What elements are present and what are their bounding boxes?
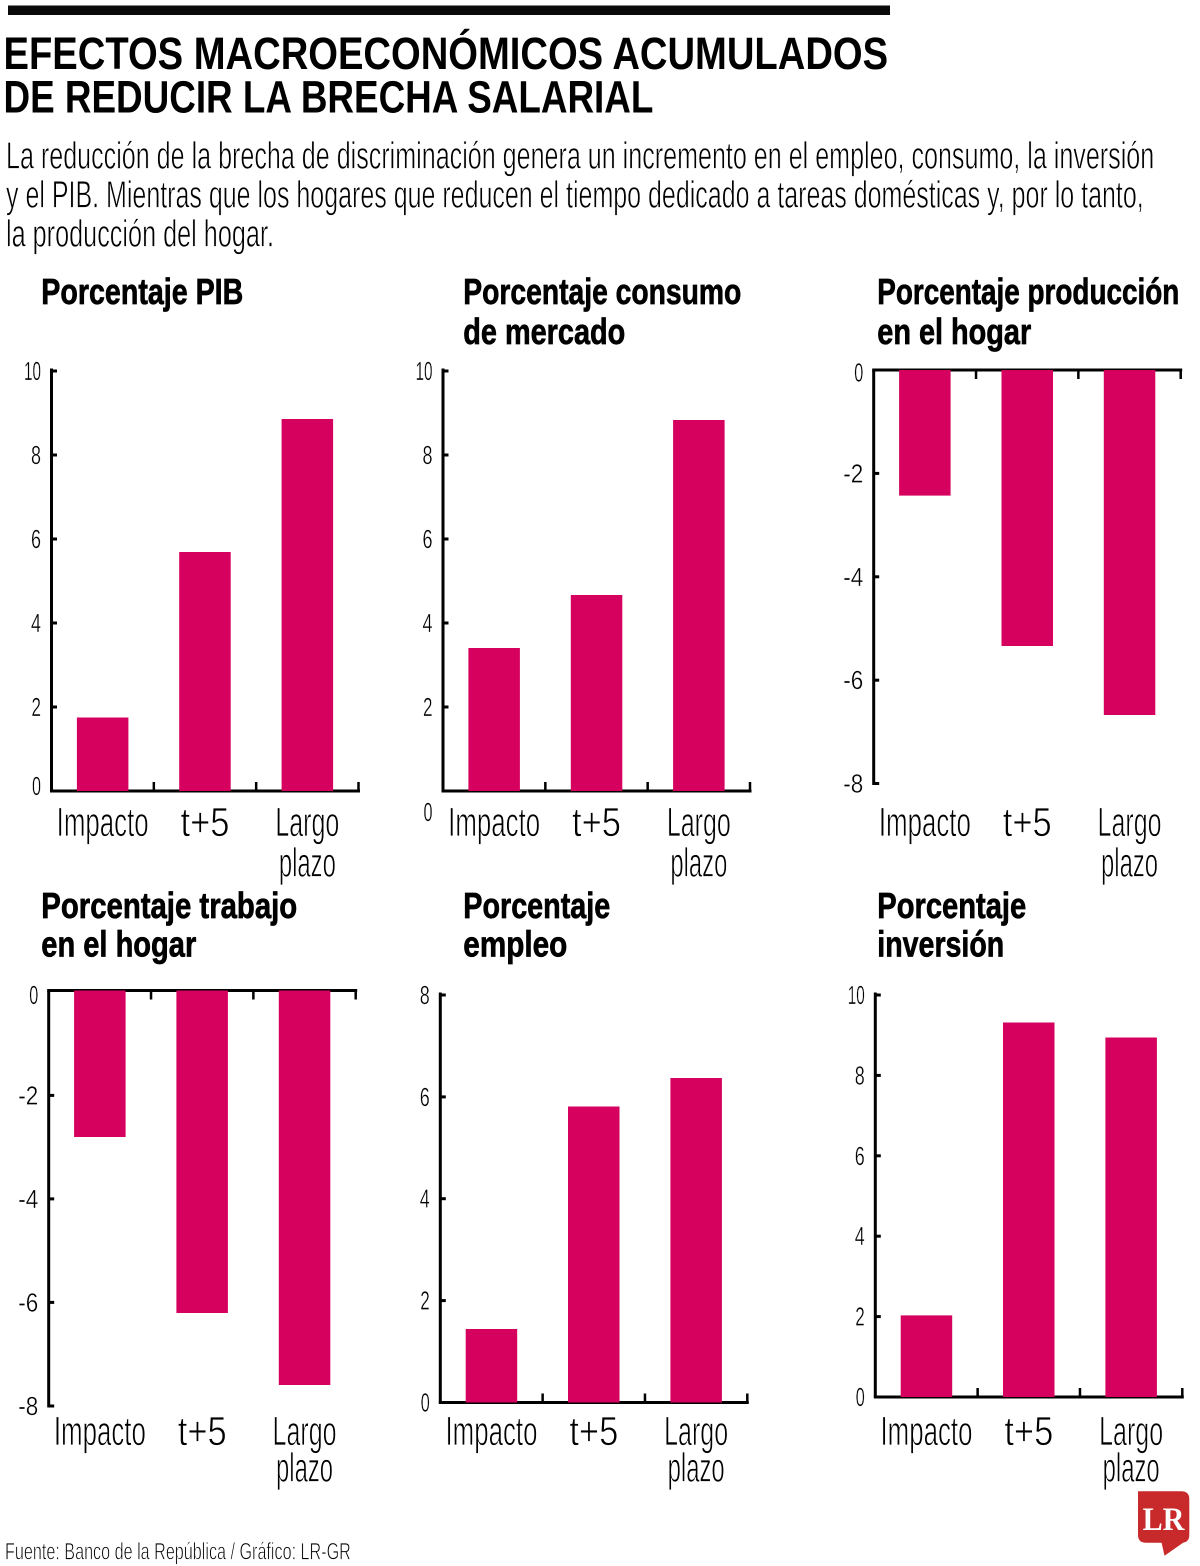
svg-text:-8: -8 xyxy=(18,1393,38,1422)
svg-text:empleo: empleo xyxy=(463,924,567,964)
svg-text:Porcentaje consumo: Porcentaje consumo xyxy=(463,272,741,312)
svg-text:2: 2 xyxy=(423,692,433,722)
svg-text:-6: -6 xyxy=(843,667,863,696)
svg-text:Impacto: Impacto xyxy=(445,1409,537,1454)
svg-text:10: 10 xyxy=(848,981,865,1010)
svg-text:-8: -8 xyxy=(843,770,863,799)
svg-text:y el PIB. Mientras que los hog: y el PIB. Mientras que los hogares que r… xyxy=(6,173,1144,216)
svg-text:en el hogar: en el hogar xyxy=(877,311,1031,352)
svg-text:Largo: Largo xyxy=(273,1410,337,1455)
svg-text:Largo: Largo xyxy=(664,1410,728,1455)
svg-text:inversión: inversión xyxy=(877,924,1004,964)
svg-text:en el hogar: en el hogar xyxy=(41,923,196,964)
svg-text:0: 0 xyxy=(421,1387,430,1417)
svg-text:6: 6 xyxy=(855,1142,865,1171)
svg-text:-4: -4 xyxy=(843,563,863,592)
svg-text:t+5: t+5 xyxy=(1004,1408,1053,1453)
svg-text:10: 10 xyxy=(416,357,433,386)
svg-text:Porcentaje: Porcentaje xyxy=(877,885,1026,926)
svg-text:Porcentaje PIB: Porcentaje PIB xyxy=(41,272,243,312)
svg-text:-6: -6 xyxy=(18,1289,38,1318)
svg-text:Impacto: Impacto xyxy=(448,800,540,845)
svg-text:10: 10 xyxy=(24,357,41,386)
svg-text:Largo: Largo xyxy=(275,801,339,846)
svg-text:4: 4 xyxy=(31,609,41,638)
svg-text:La reducción de la brecha de d: La reducción de la brecha de discriminac… xyxy=(6,134,1154,176)
svg-text:Impacto: Impacto xyxy=(57,800,149,845)
svg-text:plazo: plazo xyxy=(279,841,336,886)
svg-text:0: 0 xyxy=(29,980,38,1010)
svg-text:-2: -2 xyxy=(18,1082,38,1111)
svg-text:2: 2 xyxy=(420,1286,430,1316)
svg-text:4: 4 xyxy=(422,609,432,638)
svg-text:de mercado: de mercado xyxy=(463,311,625,352)
svg-text:plazo: plazo xyxy=(668,1446,725,1491)
svg-text:2: 2 xyxy=(855,1302,865,1332)
svg-text:t+5: t+5 xyxy=(178,1408,227,1453)
svg-text:-4: -4 xyxy=(18,1185,38,1214)
svg-text:Largo: Largo xyxy=(667,801,731,846)
svg-text:6: 6 xyxy=(31,525,41,554)
svg-text:8: 8 xyxy=(422,441,432,470)
svg-text:Largo: Largo xyxy=(1099,1410,1163,1455)
svg-text:4: 4 xyxy=(420,1184,430,1213)
svg-text:8: 8 xyxy=(420,981,430,1010)
svg-text:plazo: plazo xyxy=(1103,1446,1160,1491)
svg-text:0: 0 xyxy=(423,797,432,827)
svg-text:4: 4 xyxy=(855,1222,865,1251)
svg-text:6: 6 xyxy=(420,1083,430,1112)
svg-text:LR: LR xyxy=(1143,1501,1186,1537)
svg-text:Porcentaje: Porcentaje xyxy=(463,886,610,926)
svg-text:Porcentaje trabajo: Porcentaje trabajo xyxy=(41,885,297,926)
svg-text:t+5: t+5 xyxy=(569,1408,618,1453)
svg-text:8: 8 xyxy=(855,1061,865,1090)
svg-text:t+5: t+5 xyxy=(181,799,230,844)
svg-text:plazo: plazo xyxy=(276,1446,333,1491)
svg-text:Largo: Largo xyxy=(1098,801,1162,846)
svg-text:plazo: plazo xyxy=(670,841,727,886)
svg-text:Impacto: Impacto xyxy=(879,800,971,845)
svg-text:plazo: plazo xyxy=(1101,841,1158,886)
svg-text:Impacto: Impacto xyxy=(54,1409,146,1454)
svg-text:EFECTOS MACROECONÓMICOS ACUMUL: EFECTOS MACROECONÓMICOS ACUMULADOS xyxy=(4,27,889,79)
svg-text:t+5: t+5 xyxy=(572,799,621,844)
svg-text:t+5: t+5 xyxy=(1003,799,1052,844)
svg-text:6: 6 xyxy=(422,525,432,554)
svg-text:0: 0 xyxy=(856,1382,865,1412)
svg-text:0: 0 xyxy=(854,357,863,387)
svg-text:Impacto: Impacto xyxy=(880,1409,972,1454)
svg-text:DE REDUCIR LA BRECHA SALARIAL: DE REDUCIR LA BRECHA SALARIAL xyxy=(4,72,654,123)
svg-text:la producción del hogar.: la producción del hogar. xyxy=(6,212,274,254)
svg-text:0: 0 xyxy=(32,771,41,801)
svg-text:8: 8 xyxy=(31,441,41,470)
svg-text:Fuente: Banco de la República: Fuente: Banco de la República / Gráfico:… xyxy=(5,1538,351,1565)
svg-text:-2: -2 xyxy=(843,460,863,489)
svg-text:Porcentaje producción: Porcentaje producción xyxy=(877,272,1179,312)
svg-text:2: 2 xyxy=(31,692,41,722)
